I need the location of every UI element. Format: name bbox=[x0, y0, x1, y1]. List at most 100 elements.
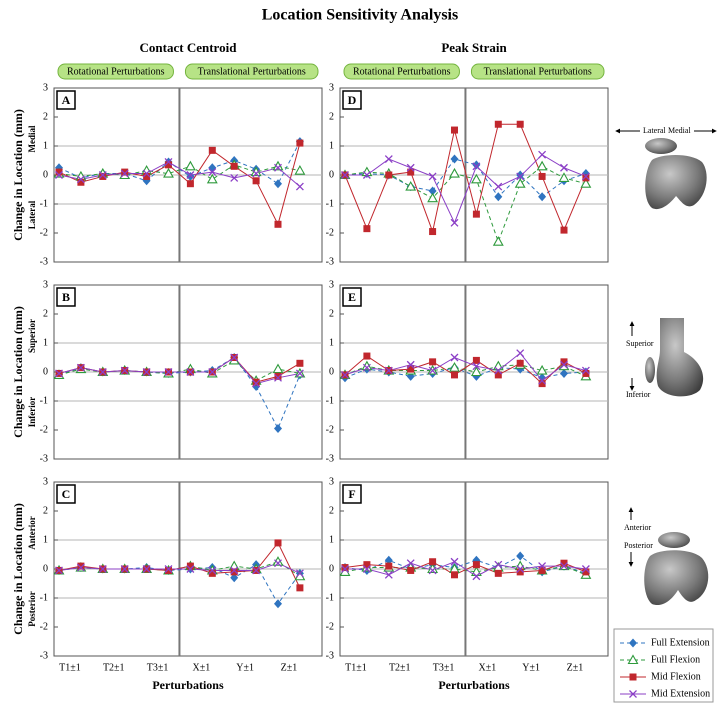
marker-square bbox=[363, 225, 371, 233]
marker-square bbox=[494, 120, 502, 128]
marker-square bbox=[208, 146, 216, 154]
y-axis-direction: Inferior bbox=[27, 397, 37, 428]
marker-x bbox=[472, 362, 481, 371]
series-line bbox=[58, 356, 301, 430]
series-line bbox=[58, 164, 300, 180]
marker-square bbox=[363, 352, 371, 360]
marker-x bbox=[186, 368, 195, 376]
x-tick-label: T3±1 bbox=[147, 662, 169, 673]
marker-x bbox=[428, 172, 437, 181]
panel-label-box bbox=[56, 90, 76, 110]
x-tick-label: T3±1 bbox=[433, 662, 455, 673]
marker-x bbox=[581, 366, 590, 375]
legend-box bbox=[613, 628, 714, 703]
diagram-ankle-si: Superior Inferior bbox=[626, 318, 704, 399]
panel-label-box bbox=[342, 484, 362, 504]
marker-x bbox=[406, 360, 415, 369]
marker-square bbox=[516, 120, 524, 128]
y-tick-label: 3 bbox=[329, 82, 334, 93]
marker-triangle bbox=[470, 173, 482, 184]
marker-triangle bbox=[470, 366, 482, 377]
marker-x bbox=[450, 557, 459, 566]
femur bbox=[645, 155, 707, 210]
marker-square bbox=[407, 168, 415, 176]
y-tick-label: -2 bbox=[40, 424, 48, 435]
marker-x bbox=[450, 353, 459, 362]
y-tick-label: 1 bbox=[43, 337, 48, 348]
marker-square bbox=[385, 562, 393, 570]
y-tick-label: 3 bbox=[43, 476, 48, 487]
marker-x bbox=[538, 150, 547, 159]
marker-x bbox=[560, 360, 568, 369]
legend-marker bbox=[629, 673, 637, 681]
marker-square bbox=[99, 172, 107, 180]
x-tick-label: X±1 bbox=[192, 662, 210, 673]
y-axis-direction: Superior bbox=[27, 319, 37, 353]
fibula bbox=[645, 357, 655, 383]
marker-triangle bbox=[536, 364, 548, 375]
marker-square bbox=[494, 371, 502, 379]
panel-label: E bbox=[348, 290, 356, 304]
marker-square bbox=[230, 162, 238, 170]
diagram-label: Superior bbox=[626, 339, 654, 348]
marker-square bbox=[472, 356, 480, 364]
marker-x bbox=[164, 368, 173, 376]
marker-square bbox=[429, 558, 437, 566]
diagram-label: Posterior bbox=[624, 541, 653, 550]
y-axis-direction: Anterior bbox=[27, 516, 37, 550]
group-label: Rotational Perturbations bbox=[353, 66, 451, 77]
y-tick-label: 1 bbox=[43, 534, 48, 545]
x-tick-label: Z±1 bbox=[281, 662, 298, 673]
series-line bbox=[344, 158, 587, 198]
group-label: Rotational Perturbations bbox=[67, 66, 165, 77]
y-tick-label: -3 bbox=[40, 453, 48, 464]
series-line bbox=[344, 123, 587, 234]
marker-diamond bbox=[450, 154, 459, 164]
marker-x bbox=[186, 565, 195, 573]
marker-x bbox=[516, 172, 525, 181]
y-tick-label: -2 bbox=[326, 621, 334, 632]
marker-x bbox=[560, 163, 568, 172]
x-tick-label: T1±1 bbox=[345, 662, 367, 673]
marker-square bbox=[274, 220, 282, 228]
marker-x bbox=[98, 171, 107, 179]
marker-square bbox=[165, 566, 172, 574]
marker-x bbox=[494, 366, 503, 375]
marker-x bbox=[230, 566, 239, 575]
marker-x bbox=[230, 353, 239, 362]
marker-diamond bbox=[274, 599, 282, 609]
marker-square bbox=[230, 568, 238, 576]
x-tick-label: T2±1 bbox=[103, 662, 125, 673]
marker-triangle bbox=[514, 178, 526, 188]
marker-x bbox=[142, 565, 151, 573]
tibia bbox=[656, 318, 704, 397]
x-tick-label: T1±1 bbox=[59, 662, 81, 673]
marker-x bbox=[362, 565, 371, 573]
marker-diamond bbox=[274, 179, 282, 189]
y-tick-label: 2 bbox=[43, 308, 48, 319]
marker-triangle bbox=[427, 192, 439, 203]
y-tick-label: 1 bbox=[43, 140, 48, 151]
marker-x bbox=[560, 562, 568, 571]
marker-x bbox=[295, 569, 304, 578]
y-tick-label: 0 bbox=[329, 169, 334, 180]
series-line bbox=[345, 561, 586, 577]
marker-square bbox=[77, 562, 85, 570]
marker-square bbox=[186, 180, 194, 188]
x-tick-label: Z±1 bbox=[567, 662, 584, 673]
y-axis-label: Change in Location (mm) bbox=[11, 109, 25, 241]
legend-label: Full Extension bbox=[651, 637, 710, 648]
group-box bbox=[184, 63, 319, 80]
marker-square bbox=[296, 584, 304, 592]
figure-title: Location Sensitivity Analysis bbox=[262, 7, 458, 24]
marker-square bbox=[274, 372, 282, 380]
marker-x bbox=[76, 363, 85, 372]
marker-x bbox=[55, 171, 63, 179]
marker-square bbox=[165, 161, 172, 169]
marker-x bbox=[450, 218, 459, 227]
column-title: Peak Strain bbox=[441, 40, 507, 55]
marker-square bbox=[538, 172, 546, 180]
marker-square bbox=[451, 371, 458, 379]
marker-square bbox=[208, 569, 216, 577]
series-line bbox=[344, 565, 587, 576]
